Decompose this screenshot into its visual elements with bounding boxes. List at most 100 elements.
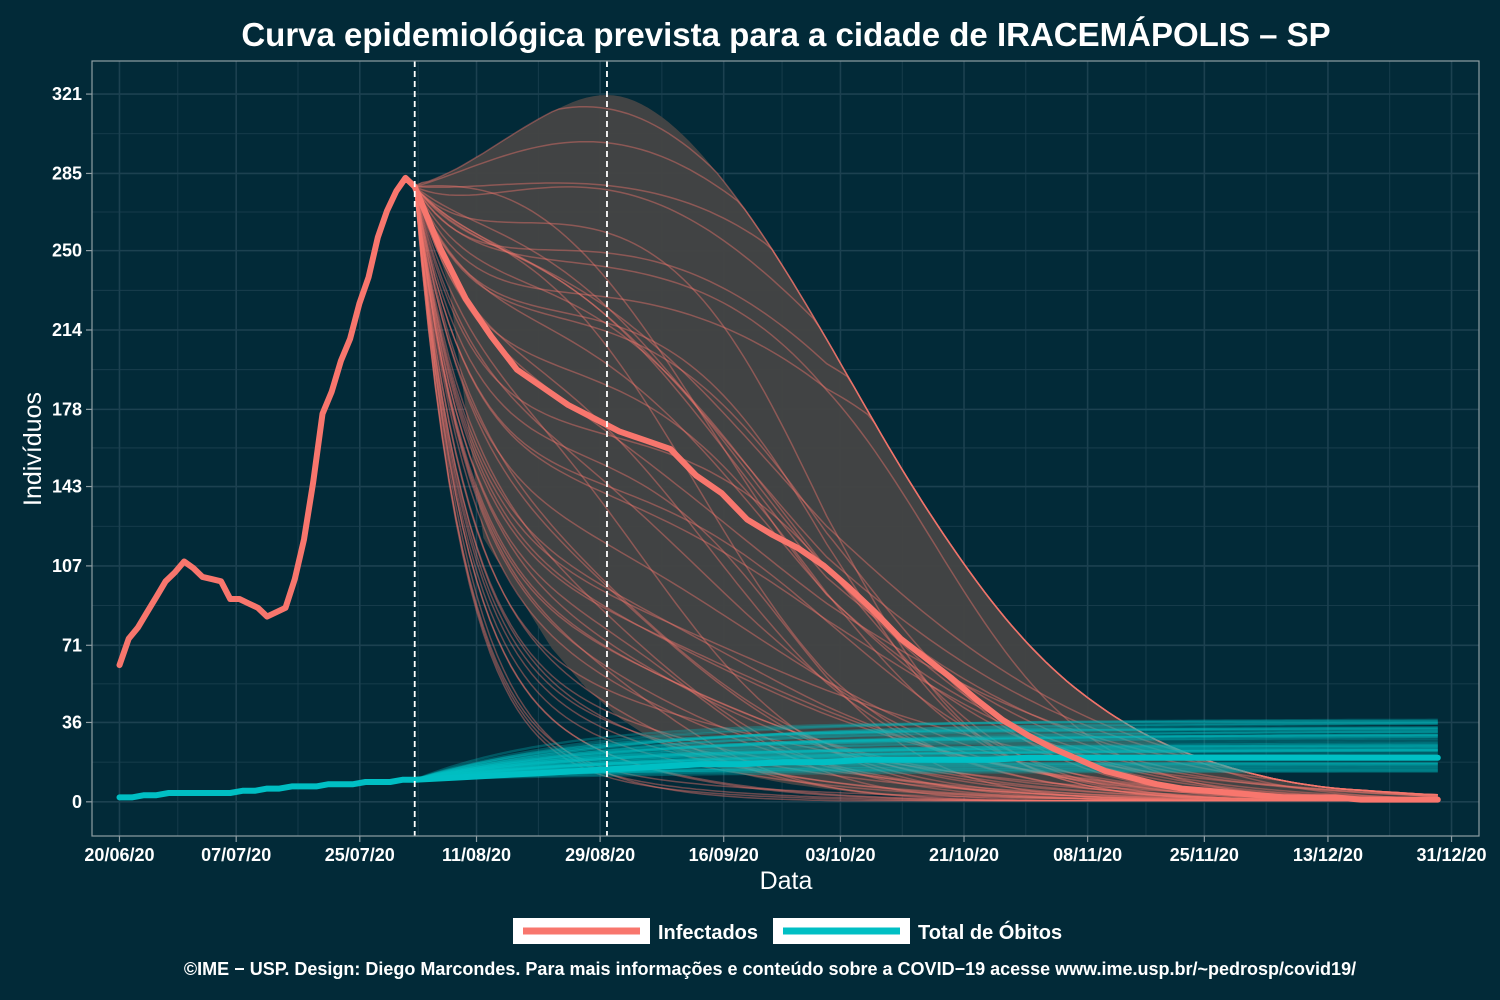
deaths-scenario-8 xyxy=(414,741,1438,781)
deaths-scenario-20 xyxy=(414,744,1438,781)
legend-label-infectados: Infectados xyxy=(658,922,758,944)
x-tick-label-2: 25/07/20 xyxy=(325,845,395,865)
x-tick-label-8: 08/11/20 xyxy=(1053,845,1122,865)
legend-label-obitos: Total de Óbitos xyxy=(918,920,1062,944)
infected-scenario-24 xyxy=(413,186,1438,802)
infected-scenario-28 xyxy=(413,186,1438,800)
infected-scenario-12 xyxy=(413,186,1438,802)
infected-scenario-39 xyxy=(413,186,1438,802)
infected-scenario-42 xyxy=(413,186,1438,802)
y-tick-label-1: 36 xyxy=(62,712,82,732)
deaths-scenario-12 xyxy=(414,739,1438,781)
deaths-scenario-24 xyxy=(414,745,1438,781)
infected-scenario-31 xyxy=(413,186,1438,802)
x-axis-ticks: 20/06/20 07/07/20 25/07/20 11/08/20 29/08/20… xyxy=(84,836,1487,865)
deaths-scenario-14 xyxy=(414,718,1438,781)
deaths-scenario-22 xyxy=(414,747,1438,781)
infected-scenario-33 xyxy=(413,186,1438,802)
infected-scenario-18 xyxy=(414,186,1438,801)
y-tick-label-9: 321 xyxy=(52,84,82,104)
infected-scenario-10 xyxy=(413,186,1438,802)
infected-scenario-0 xyxy=(413,186,1438,802)
deaths-scenario-5 xyxy=(414,726,1438,781)
deaths-scenario-25 xyxy=(414,734,1438,781)
deaths-scenario-40 xyxy=(414,733,1438,781)
deaths-line xyxy=(116,754,1441,801)
deaths-scenario-48 xyxy=(414,733,1438,781)
deaths-scenario-44 xyxy=(414,735,1438,781)
caption-text: ©IME − USP. Design: Diego Marcondes. Par… xyxy=(184,959,1356,979)
infected-scenario-11 xyxy=(413,186,1438,802)
infected-scenario-21 xyxy=(414,105,1438,796)
infected-scenario-41 xyxy=(413,186,1438,802)
y-tick-label-5: 178 xyxy=(52,399,82,419)
deaths-scenario-38 xyxy=(414,730,1438,781)
deaths-scenario-42 xyxy=(414,767,1438,781)
deaths-scenario-31 xyxy=(414,722,1438,781)
y-tick-label-6: 214 xyxy=(52,320,82,340)
deaths-scenario-30 xyxy=(414,749,1438,781)
deaths-scenario-33 xyxy=(414,720,1438,781)
deaths-scenario-34 xyxy=(414,742,1438,781)
plot-border xyxy=(91,60,1480,837)
deaths-scenario-49 xyxy=(414,749,1438,781)
series-lines xyxy=(116,174,1441,803)
deaths-scenario-36 xyxy=(414,730,1438,781)
infected-scenario-40 xyxy=(414,186,1438,802)
y-tick-label-8: 285 xyxy=(52,163,82,183)
infected-scenario-46 xyxy=(413,186,1438,802)
infected-scenario-13 xyxy=(413,186,1438,802)
deaths-scenario-19 xyxy=(414,747,1438,781)
deaths-scenario-9 xyxy=(414,730,1438,781)
y-axis-title: Indivíduos xyxy=(19,392,47,506)
x-tick-label-4: 29/08/20 xyxy=(565,845,635,865)
deaths-scenario-21 xyxy=(414,733,1438,781)
infected-scenario-32 xyxy=(413,186,1438,802)
x-tick-label-5: 16/09/20 xyxy=(689,845,759,865)
y-axis-ticks: 0 36 71 107 143 178 214 250 285 321 xyxy=(52,84,92,812)
legend: Infectados Total de Óbitos xyxy=(513,918,1062,944)
y-tick-label-2: 71 xyxy=(62,635,82,655)
infected-scenario-6 xyxy=(413,186,1438,802)
infected-scenario-50 xyxy=(414,185,1438,797)
infected-scenario-44 xyxy=(414,140,1438,796)
infected-scenario-20 xyxy=(414,186,1438,796)
infected-scenario-48 xyxy=(414,186,1438,796)
deaths-scenario-35 xyxy=(414,735,1438,781)
y-tick-label-7: 250 xyxy=(52,241,82,261)
infected-scenario-45 xyxy=(413,186,1438,796)
deaths-scenario-0 xyxy=(414,746,1438,781)
x-axis-title: Data xyxy=(760,867,813,895)
deaths-scenario-39 xyxy=(414,728,1438,781)
infected-scenario-22 xyxy=(414,186,1438,798)
deaths-scenario-51 xyxy=(414,749,1438,781)
deaths-scenario-54 xyxy=(414,748,1438,781)
infected-scenario-36 xyxy=(413,186,1438,802)
infected-scenario-25 xyxy=(413,186,1438,802)
deaths-scenario-23 xyxy=(414,728,1438,781)
y-tick-label-4: 143 xyxy=(52,477,82,497)
infected-scenario-53 xyxy=(414,186,1438,798)
x-tick-label-7: 21/10/20 xyxy=(929,845,999,865)
deaths-scenario-26 xyxy=(414,719,1438,781)
deaths-scenario-6 xyxy=(414,744,1438,781)
x-tick-label-6: 03/10/20 xyxy=(805,845,875,865)
infected-scenario-2 xyxy=(414,186,1438,796)
infected-scenario-3 xyxy=(414,186,1438,802)
x-tick-label-10: 13/12/20 xyxy=(1293,845,1363,865)
x-tick-label-0: 20/06/20 xyxy=(84,845,154,865)
x-tick-label-9: 25/11/20 xyxy=(1170,845,1239,865)
forecast-confidence-band xyxy=(414,95,1438,800)
deaths-scenario-11 xyxy=(414,722,1438,781)
x-tick-label-1: 07/07/20 xyxy=(201,845,271,865)
deaths-scenario-41 xyxy=(414,721,1438,781)
deaths-scenario-4 xyxy=(414,727,1438,781)
infected-scenario-14 xyxy=(414,186,1438,802)
infected-scenario-5 xyxy=(413,186,1438,802)
x-tick-label-3: 11/08/20 xyxy=(442,845,511,865)
reference-lines xyxy=(413,61,608,836)
forecast-band xyxy=(414,95,1438,800)
deaths-scenario-52 xyxy=(414,743,1438,781)
x-tick-label-11: 31/12/20 xyxy=(1416,845,1486,865)
y-tick-label-3: 107 xyxy=(52,556,82,576)
